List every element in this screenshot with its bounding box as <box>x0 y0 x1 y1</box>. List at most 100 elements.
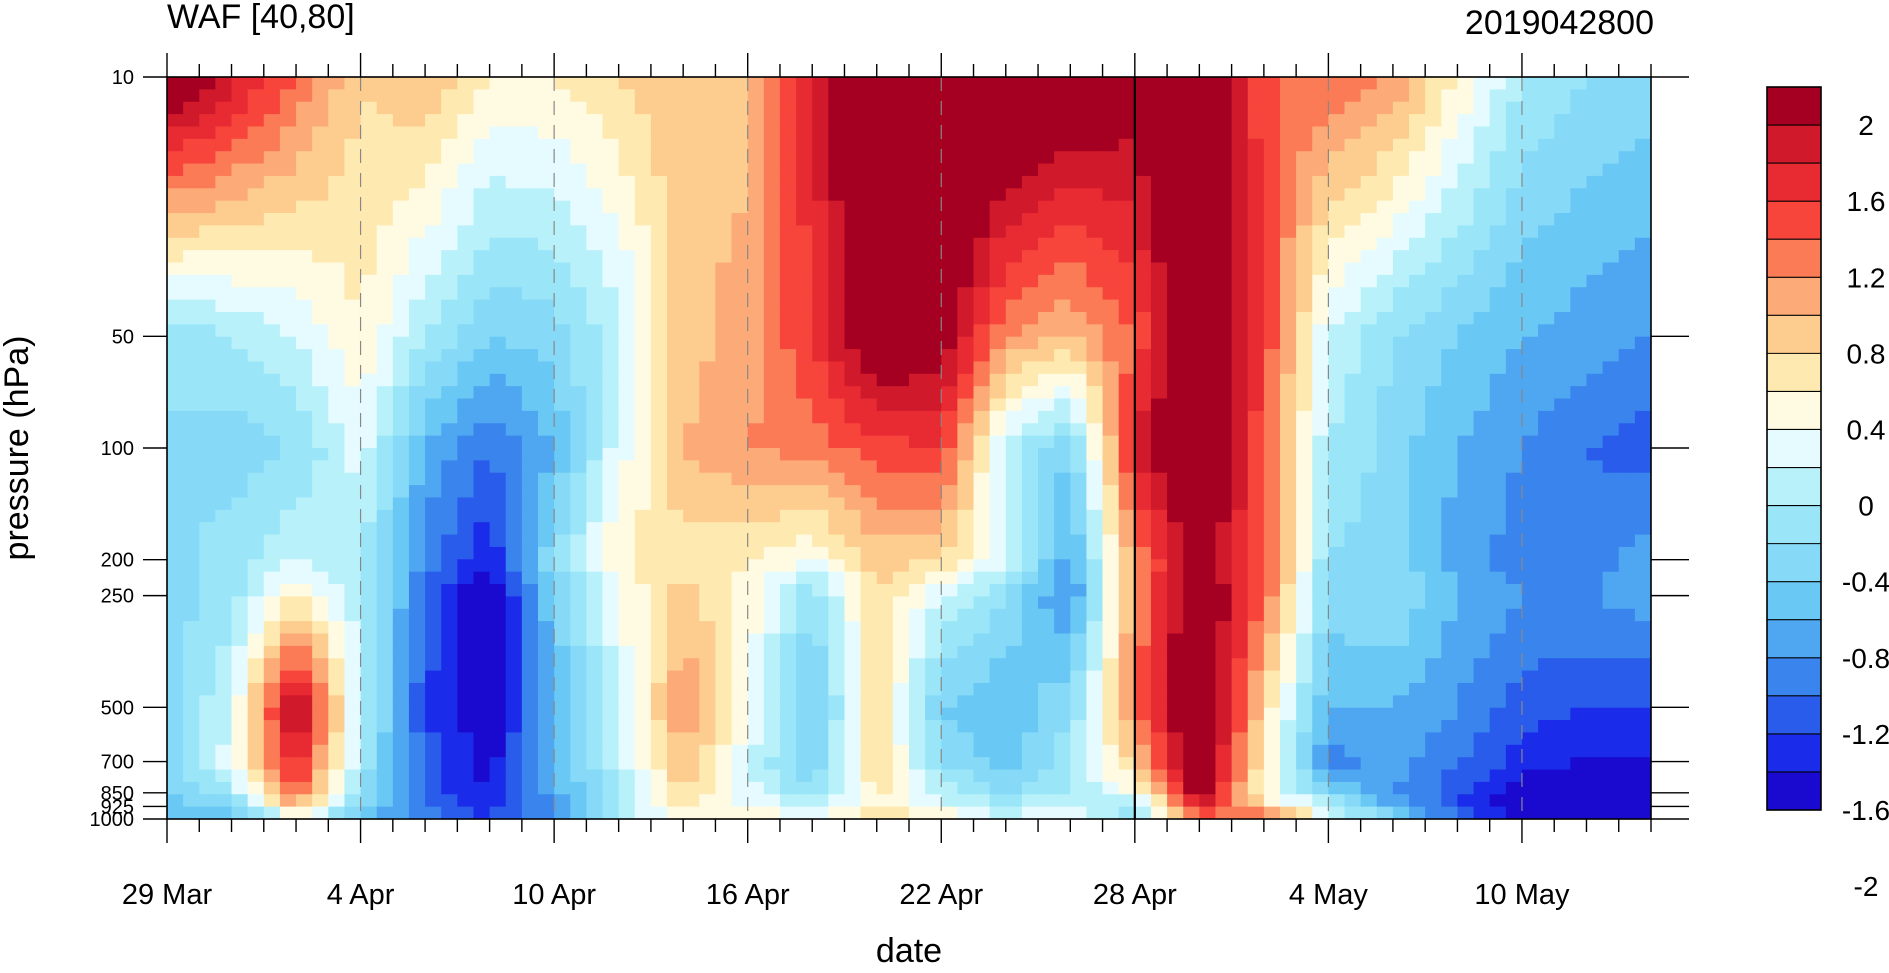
heat-cell <box>457 138 475 152</box>
heat-cell <box>1376 287 1394 301</box>
heat-cell <box>1150 287 1168 301</box>
heat-cell <box>360 448 378 461</box>
heat-cell <box>457 151 475 165</box>
heat-cell <box>715 250 733 264</box>
heat-cell <box>796 299 813 313</box>
heat-cell <box>1586 460 1604 474</box>
heat-cell <box>1392 571 1410 585</box>
heat-cell <box>699 126 717 140</box>
heat-cell <box>844 200 862 214</box>
heat-cell <box>489 163 507 177</box>
heat-cell <box>1263 126 1281 140</box>
heat-cell <box>989 670 1007 684</box>
heat-cell <box>457 658 475 672</box>
heat-cell <box>457 213 475 226</box>
heat-cell <box>1344 584 1362 597</box>
heat-cell <box>263 509 281 523</box>
heat-cell <box>521 744 539 758</box>
heat-cell <box>779 707 797 721</box>
heat-cell <box>247 200 265 214</box>
heat-cell <box>231 373 249 387</box>
heat-cell <box>1602 262 1620 276</box>
heat-cell <box>1570 287 1588 301</box>
heat-cell <box>199 744 216 758</box>
heat-cell <box>650 621 668 635</box>
heat-cell <box>1618 707 1636 721</box>
heat-cell <box>1005 621 1023 635</box>
heat-cell <box>1215 250 1233 264</box>
heat-cell <box>1086 472 1104 486</box>
heat-cell <box>909 163 926 177</box>
heat-cell <box>1360 274 1378 288</box>
heat-cell <box>779 435 797 449</box>
heat-cell <box>425 460 442 474</box>
heat-cell <box>828 175 846 189</box>
heat-cell <box>1247 534 1265 548</box>
heat-cell <box>1457 497 1475 511</box>
heat-cell <box>828 138 846 152</box>
heat-cell <box>279 188 297 202</box>
heat-cell <box>812 608 829 622</box>
heat-cell <box>376 472 394 486</box>
heat-cell <box>215 645 233 659</box>
heat-cell <box>231 101 249 115</box>
heat-cell <box>602 546 620 560</box>
heat-cell <box>489 670 507 684</box>
heat-cell <box>892 398 910 412</box>
heat-cell <box>731 435 749 449</box>
heat-cell <box>1538 571 1555 585</box>
heat-cell <box>957 77 975 90</box>
heat-cell <box>505 200 523 214</box>
heat-cell <box>602 596 620 610</box>
heat-cell <box>909 250 926 264</box>
heat-cell <box>247 645 265 659</box>
heat-cell <box>989 373 1007 387</box>
heat-cell <box>167 101 184 115</box>
heat-cell <box>1118 621 1136 635</box>
heat-cell <box>441 373 458 387</box>
heat-cell <box>328 435 346 449</box>
heat-cell <box>1263 311 1281 325</box>
heat-cell <box>1441 658 1459 672</box>
heat-cell <box>344 126 362 140</box>
heat-cell <box>909 299 926 313</box>
heat-cell <box>796 596 813 610</box>
heat-cell <box>1570 670 1588 684</box>
heat-cell <box>1280 695 1297 709</box>
heat-cell <box>199 633 216 647</box>
heat-cell <box>521 250 539 264</box>
heat-cell <box>683 361 700 375</box>
heat-cell <box>554 448 571 461</box>
heat-cell <box>909 262 926 276</box>
heat-cell <box>1183 175 1200 189</box>
heat-cell <box>1247 336 1265 350</box>
heat-cell <box>828 658 846 672</box>
heat-cell <box>941 633 958 647</box>
heat-cell <box>328 534 346 548</box>
heat-cell <box>1280 682 1297 696</box>
heat-cell <box>715 546 733 560</box>
heat-cell <box>1489 497 1507 511</box>
heat-cell <box>408 386 426 400</box>
heat-cell <box>909 608 926 622</box>
heat-cell <box>1634 670 1651 684</box>
heat-cell <box>941 89 958 103</box>
heat-cell <box>941 138 958 152</box>
heat-cell <box>231 596 249 610</box>
heat-cell <box>1570 336 1588 350</box>
heat-cell <box>876 584 894 597</box>
heat-cell <box>312 658 329 672</box>
heat-cell <box>263 77 281 90</box>
heat-cell <box>215 509 233 523</box>
heat-cell <box>360 349 378 363</box>
heat-cell <box>1183 114 1200 128</box>
heat-cell <box>1360 460 1378 474</box>
heat-cell <box>1441 250 1459 264</box>
heat-cell <box>1554 200 1571 214</box>
heat-cell <box>634 546 652 560</box>
heat-cell <box>1505 126 1523 140</box>
heat-cell <box>279 324 297 338</box>
heat-cell <box>1183 621 1200 635</box>
heat-cell <box>909 349 926 363</box>
